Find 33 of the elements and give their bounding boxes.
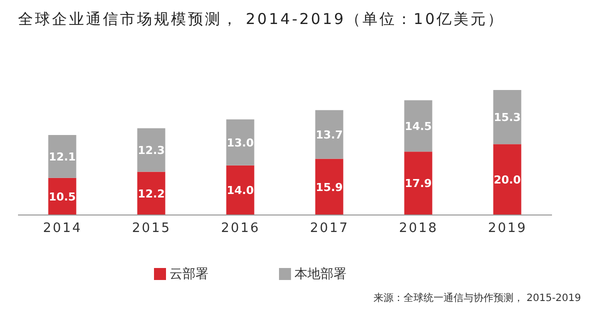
data-label: 12.3 (138, 144, 165, 157)
bar (48, 134, 76, 178)
x-tick-label: 2019 (488, 221, 528, 236)
chart-title: 全球企业通信市场规模预测， 2014-2019（单位：10亿美元） (18, 10, 505, 29)
bar (404, 152, 432, 215)
bar (493, 90, 522, 144)
bar (315, 158, 344, 215)
data-label: 15.3 (494, 110, 521, 124)
data-label: 14.0 (226, 184, 254, 198)
data-label: 20.0 (494, 173, 522, 186)
legend-label: 云部署 (170, 267, 208, 282)
data-label: 17.9 (404, 177, 432, 190)
data-label: 10.5 (48, 190, 76, 204)
source-note: 来源：全球统一通信与协作预测， 2015-2019 (373, 292, 581, 305)
data-label: 14.5 (404, 120, 432, 133)
x-tick-label: 2015 (132, 221, 172, 236)
data-label: 12.2 (138, 187, 165, 200)
legend-label: 本地部署 (294, 267, 346, 282)
data-label: 12.1 (48, 150, 76, 164)
data-label: 15.9 (316, 180, 343, 194)
data-label: 13.7 (316, 128, 343, 142)
bar (315, 110, 344, 159)
bar (493, 144, 522, 215)
bar (226, 119, 254, 166)
data-label: 13.0 (226, 136, 254, 150)
x-tick-label: 2014 (42, 221, 82, 236)
bar (404, 100, 432, 152)
x-tick-label: 2016 (220, 221, 260, 236)
bar (137, 128, 166, 172)
x-tick-label: 2017 (310, 221, 350, 236)
bar (226, 165, 254, 215)
x-tick-label: 2018 (398, 221, 438, 236)
bar (137, 172, 166, 215)
